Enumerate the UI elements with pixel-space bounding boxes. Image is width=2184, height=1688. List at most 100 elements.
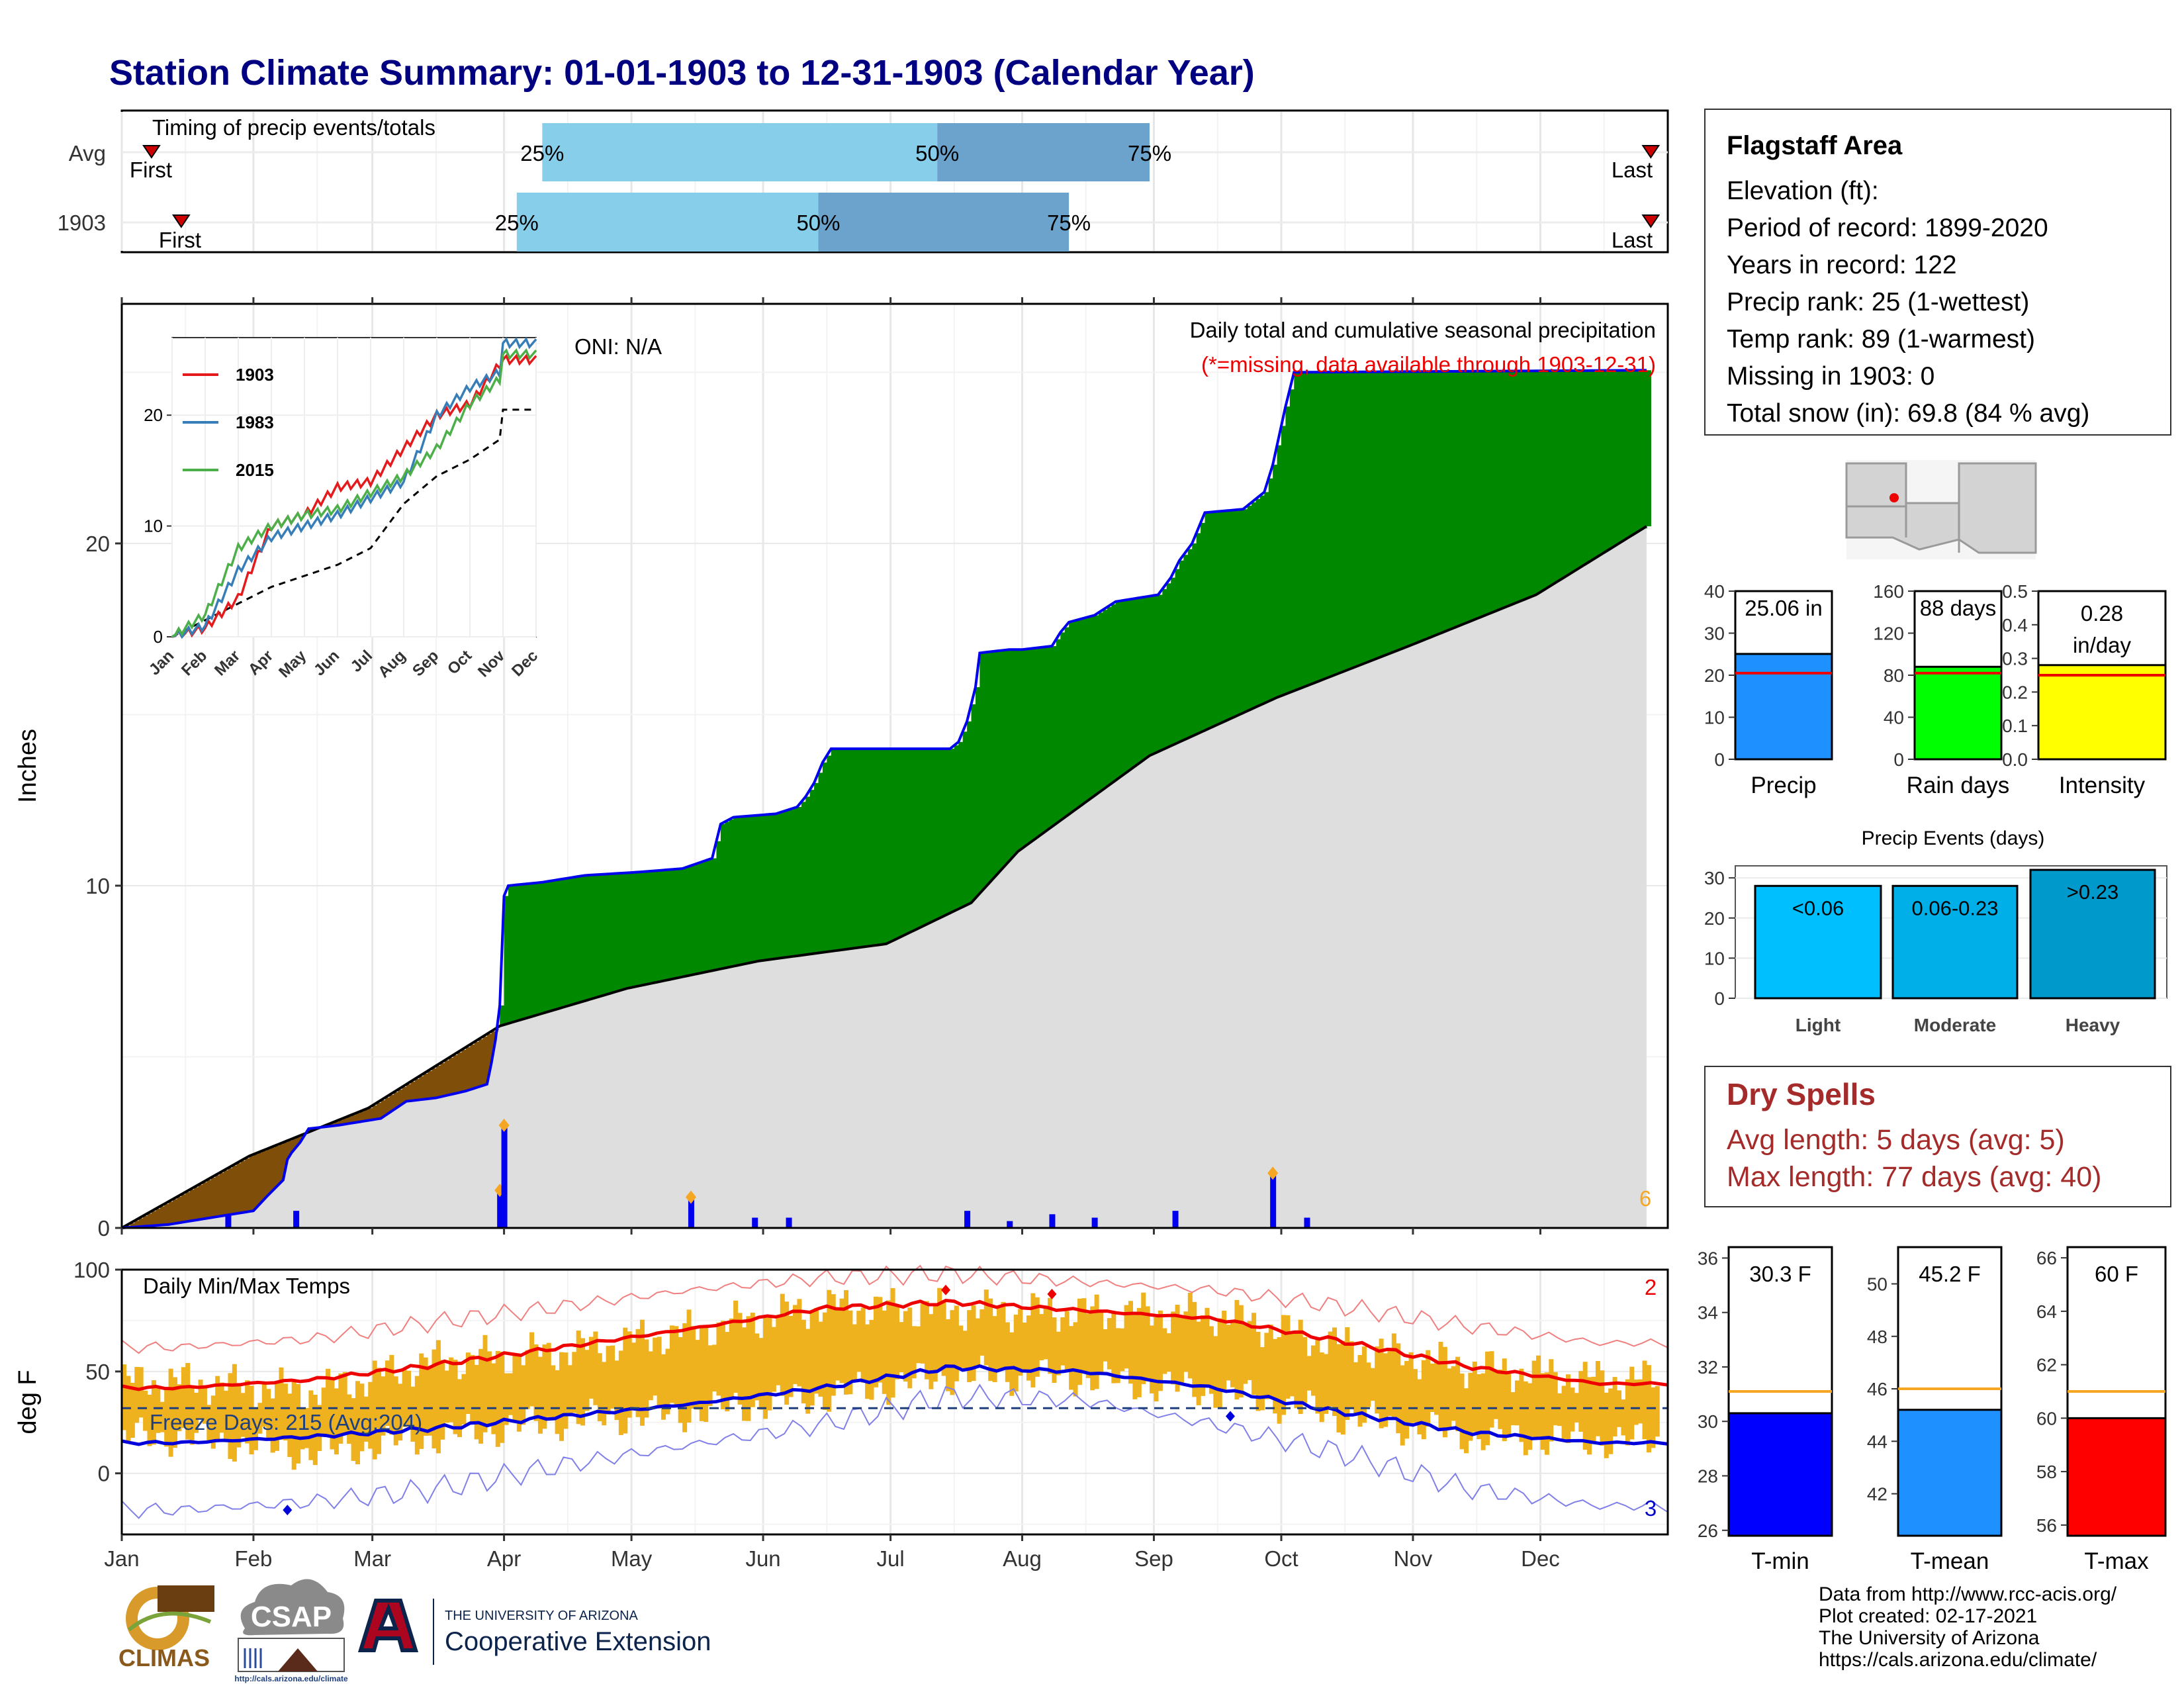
surplus-area	[933, 749, 938, 921]
surplus-area	[1417, 371, 1422, 643]
surplus-area	[500, 1005, 505, 1026]
surplus-area	[1001, 650, 1006, 870]
station-precip-rank: Precip rank: 25 (1-wettest)	[1727, 288, 2030, 316]
surplus-area	[1523, 371, 1528, 600]
daily-temp-bar	[181, 1367, 186, 1429]
surplus-area	[916, 749, 921, 930]
daily-temp-bar	[767, 1315, 772, 1411]
daily-temp-bar	[1251, 1313, 1257, 1395]
surplus-area	[1145, 596, 1150, 759]
daily-temp-bar	[398, 1383, 403, 1441]
deficit-area	[423, 1073, 428, 1100]
deficit-area	[164, 1203, 169, 1225]
surplus-area	[1340, 371, 1345, 673]
surplus-area	[1408, 371, 1414, 647]
daily-temp-bar	[516, 1354, 522, 1432]
daily-temp-bar	[567, 1365, 572, 1413]
temp-tick-label: 0	[98, 1462, 110, 1486]
daily-temp-bar	[1069, 1326, 1074, 1390]
surplus-area	[1625, 370, 1630, 539]
deficit-area	[410, 1082, 416, 1101]
daily-temp-bar	[771, 1327, 776, 1392]
daily-temp-bar	[1332, 1327, 1338, 1417]
surplus-area	[971, 704, 976, 903]
credits-url: https://cals.arizona.edu/climate/	[1819, 1649, 2097, 1671]
daily-temp-bar	[1447, 1368, 1452, 1429]
month-axis: Jan Feb Mar Apr May Jun Jul Aug Sep Oct Nov Dec	[104, 1534, 1560, 1571]
daily-temp-bar	[1187, 1292, 1193, 1379]
daily-temp-bar	[1353, 1362, 1359, 1416]
daily-temp-bar	[1094, 1294, 1099, 1389]
daily-temp-bar	[686, 1309, 692, 1423]
deficit-area	[224, 1170, 229, 1216]
timing-pct-25: 25%	[495, 211, 539, 235]
daily-temp-bar	[1201, 1315, 1206, 1396]
total-rain-days-bar	[1913, 665, 2003, 761]
daily-temp-bar	[440, 1360, 445, 1440]
daily-temp-bar	[495, 1350, 500, 1447]
surplus-area	[1379, 371, 1384, 658]
deficit-area	[372, 1105, 377, 1120]
surplus-area	[818, 773, 823, 953]
surplus-area	[1633, 370, 1639, 535]
locator-map	[1845, 460, 2037, 559]
csap-cloud	[240, 1579, 345, 1636]
daily-temp-bar	[1561, 1385, 1567, 1439]
surplus-area	[1226, 510, 1231, 721]
last-label-year: Last	[1612, 228, 1653, 252]
daily-temp-bar	[1506, 1374, 1512, 1438]
daily-temp-bar	[1370, 1368, 1375, 1401]
surplus-area	[814, 782, 819, 954]
daily-temp-bar	[822, 1312, 827, 1410]
daily-temp-bar	[1485, 1351, 1490, 1446]
daily-temp-bar	[559, 1352, 565, 1441]
total-intensity-value: in/day	[2073, 633, 2132, 657]
daily-temp-bar	[202, 1386, 207, 1424]
surplus-area	[1069, 622, 1074, 815]
deficit-area	[453, 1055, 458, 1094]
daily-temp-bar	[750, 1313, 755, 1407]
surplus-area	[848, 749, 853, 949]
tmean-t-min-tick-label: 30	[1698, 1411, 1718, 1432]
surplus-area	[618, 873, 623, 991]
surplus-area	[809, 790, 815, 955]
daily-temp-bar	[470, 1354, 475, 1423]
daily-temp-bar	[1557, 1393, 1563, 1427]
surplus-area	[555, 880, 560, 1010]
climas-wordmark: CLIMAS	[118, 1644, 210, 1671]
daily-temp-bar	[937, 1288, 942, 1372]
daily-temp-bar	[792, 1305, 797, 1384]
daily-temp-bar	[1145, 1306, 1150, 1382]
map-border-lines	[1846, 463, 1960, 553]
daily-temp-bar	[1277, 1337, 1282, 1424]
timing-bars: 25% 50% 75% 25% 50% 75%	[495, 123, 1171, 252]
surplus-area	[1166, 583, 1171, 748]
climas-emblem-bar	[158, 1585, 214, 1612]
total-rain-days-tick-label: 120	[1873, 624, 1904, 644]
daily-temp-bar	[232, 1364, 237, 1462]
daily-temp-bar	[377, 1368, 382, 1454]
daily-temp-bar	[1438, 1342, 1443, 1431]
daily-temp-bar	[614, 1360, 619, 1421]
surplus-area	[1493, 371, 1498, 612]
daily-temp-bar	[372, 1360, 377, 1460]
daily-temp-bar	[975, 1318, 980, 1366]
deficit-area	[432, 1068, 437, 1099]
surplus-area	[1073, 621, 1078, 812]
surplus-area	[1540, 371, 1545, 592]
surplus-area	[1527, 371, 1533, 598]
daily-temp-bar	[410, 1386, 416, 1442]
tmean-t-min-tick-label: 26	[1698, 1521, 1718, 1541]
inset-series-1903	[171, 353, 537, 639]
deficit-area	[474, 1041, 479, 1089]
deficit-area	[389, 1095, 394, 1113]
station-name: Flagstaff Area	[1727, 131, 1903, 160]
daily-temp-bar	[831, 1294, 836, 1396]
heavy-event-marker	[1267, 1166, 1279, 1180]
inset-series-1983	[171, 337, 537, 639]
surplus-area	[1587, 370, 1592, 563]
surplus-area	[1264, 492, 1269, 704]
surplus-area	[516, 884, 522, 1021]
station-snow: Total snow (in): 69.8 (84 % avg)	[1727, 399, 2090, 428]
daily-temp-bar	[1162, 1328, 1167, 1374]
